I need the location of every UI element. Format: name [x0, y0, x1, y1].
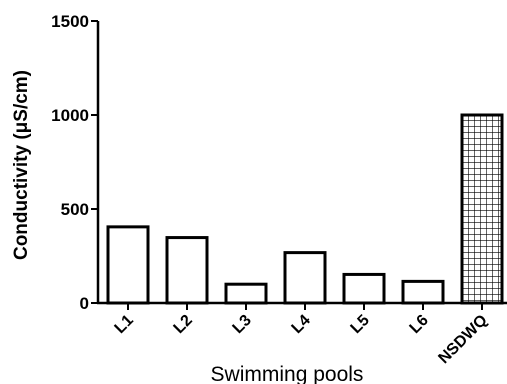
x-tick-label-nsdwq: NSDWQ [435, 312, 490, 367]
bar-l6 [401, 279, 445, 305]
y-tick-label-0: 0 [80, 294, 89, 313]
bar-l3 [224, 282, 268, 305]
bar-nsdwq [460, 113, 504, 305]
x-tick-label-l1: L1 [112, 312, 137, 337]
labels-layer: L1 L2 L3 L4 L5 L6 NSDWQ 0 500 1000 1500 [51, 12, 491, 367]
bar-l1 [106, 225, 150, 305]
bars-layer [106, 113, 504, 305]
bar-l4 [283, 251, 327, 305]
bar-l2 [165, 236, 209, 305]
x-axis-title: Swimming pools [211, 363, 364, 384]
y-axis-title: Conductivity (μS/cm) [11, 70, 32, 260]
y-tick-label-1000: 1000 [51, 106, 89, 125]
y-tick-label-1500: 1500 [51, 12, 89, 31]
y-tick-label-500: 500 [61, 200, 89, 219]
x-tick-label-l3: L3 [230, 312, 255, 337]
x-tick-label-l5: L5 [348, 312, 373, 337]
x-tick-label-l2: L2 [171, 312, 196, 337]
x-tick-label-l4: L4 [289, 312, 314, 337]
x-tick-label-l6: L6 [407, 312, 432, 337]
bar-l5 [342, 272, 386, 305]
axes-layer [91, 20, 507, 310]
